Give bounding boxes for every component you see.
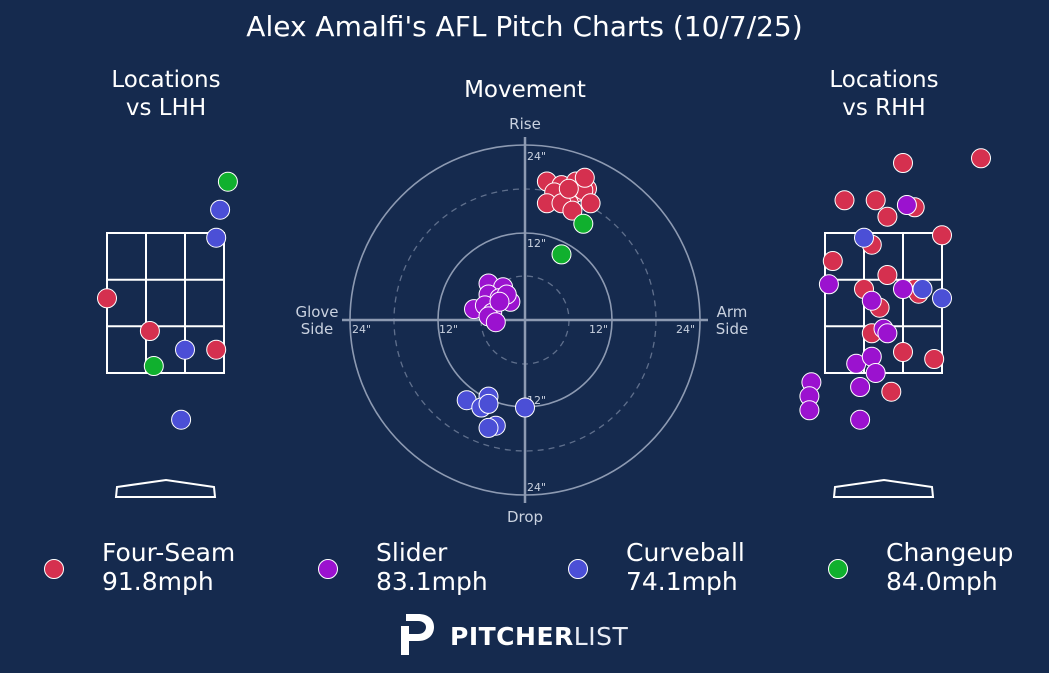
- rhh-slider-point: [877, 323, 898, 344]
- legend-speed-slider: 83.1mph: [376, 567, 488, 596]
- legend-dot-changeup: [828, 559, 848, 579]
- legend-dot-curveball: [568, 559, 588, 579]
- lhh-points: [97, 171, 238, 430]
- rhh-slider-point: [850, 409, 871, 430]
- movement-grid: [342, 137, 708, 503]
- pitch-points: [97, 148, 991, 438]
- ring-label-bottom-24: 24": [527, 481, 546, 494]
- movement-curveball-point: [478, 393, 499, 414]
- movement-curveball-point: [515, 397, 535, 418]
- logo-text: PITCHERLIST: [450, 622, 628, 651]
- rhh-four-seam-point: [865, 190, 886, 211]
- ring-label-top-12: 12": [527, 237, 546, 250]
- rhh-slider-point: [799, 400, 820, 421]
- rhh-slider-point: [861, 290, 882, 311]
- logo-text-light: LIST: [573, 622, 629, 651]
- chart-title: Alex Amalfi's AFL Pitch Charts (10/7/25): [246, 10, 803, 43]
- legend-label-four-seam: Four-Seam: [102, 538, 236, 567]
- rhh-curveball-point: [932, 288, 952, 309]
- movement-four-seam-point: [574, 167, 595, 188]
- rhh-slider-point: [896, 195, 917, 215]
- strike-zone-lhh: [106, 232, 225, 374]
- legend-dot-slider: [318, 559, 338, 579]
- home-plate-rhh: [832, 478, 935, 498]
- movement-changeup-point: [573, 213, 594, 234]
- logo-text-bold: PITCHER: [450, 622, 574, 651]
- movement-four-seam-point: [580, 193, 601, 214]
- legend-label-changeup: Changeup: [886, 538, 1014, 567]
- rhh-four-seam-point: [893, 153, 913, 173]
- legend-speed-changeup: 84.0mph: [886, 567, 998, 596]
- lhh-title-line1: Locations: [111, 67, 221, 93]
- lhh-four-seam-point: [206, 339, 227, 360]
- rhh-four-seam-point: [877, 265, 898, 285]
- ring-label-right-24: 24": [676, 323, 695, 336]
- rhh-four-seam-point: [822, 251, 843, 271]
- movement-four-seam-point: [558, 178, 579, 199]
- rhh-four-seam-point: [881, 381, 902, 402]
- rhh-slider-point: [893, 279, 913, 299]
- lhh-curveball-point: [171, 409, 192, 430]
- ring-label-left-24: 24": [352, 323, 371, 336]
- lhh-curveball-point: [175, 339, 195, 360]
- rhh-slider-point: [865, 363, 886, 383]
- lhh-title-line2: vs LHH: [125, 95, 207, 121]
- ring-label-right-12: 12": [589, 323, 608, 336]
- movement-four-seam-point: [562, 200, 583, 221]
- rhh-points: [799, 148, 991, 430]
- movement-panel-title: Movement: [464, 77, 586, 103]
- rhh-slider-point: [850, 377, 871, 397]
- movement-points: [456, 167, 601, 438]
- label-arm-side-2: Side: [716, 320, 748, 338]
- label-rise: Rise: [509, 115, 541, 133]
- rhh-curveball-point: [912, 279, 933, 299]
- lhh-changeup-point: [217, 171, 238, 192]
- rhh-four-seam-point: [932, 225, 952, 246]
- pitcherlist-logo: PITCHERLIST: [398, 612, 638, 658]
- rhh-curveball-point: [854, 227, 874, 248]
- rhh-four-seam-point: [893, 342, 913, 362]
- rhh-panel-title: Locations vs RHH: [784, 66, 984, 122]
- movement-slider-point: [485, 312, 506, 333]
- legend-label-slider: Slider: [376, 538, 448, 567]
- rhh-four-seam-point: [924, 349, 945, 369]
- lhh-changeup-point: [143, 356, 164, 376]
- lhh-curveball-point: [206, 227, 227, 248]
- label-glove-side-2: Side: [301, 320, 333, 338]
- rhh-title-line1: Locations: [829, 67, 939, 93]
- label-glove-side-1: Glove: [295, 303, 338, 321]
- lhh-panel-title: Locations vs LHH: [66, 66, 266, 122]
- rhh-slider-point: [818, 274, 839, 295]
- legend-speed-four-seam: 91.8mph: [102, 567, 214, 596]
- ring-label-top-24: 24": [527, 150, 546, 163]
- home-plate-lhh: [114, 478, 217, 498]
- movement-curveball-point: [478, 417, 499, 438]
- logo-p-icon: [401, 614, 434, 655]
- label-drop: Drop: [507, 508, 543, 526]
- lhh-curveball-point: [210, 199, 231, 220]
- label-arm-side-1: Arm: [717, 303, 748, 321]
- legend-dot-four-seam: [44, 559, 64, 579]
- ring-label-left-12: 12": [439, 323, 458, 336]
- rhh-four-seam-point: [971, 148, 991, 169]
- legend-label-curveball: Curveball: [626, 538, 745, 567]
- lhh-four-seam-point: [97, 288, 117, 309]
- rhh-slider-point: [861, 346, 882, 367]
- lhh-four-seam-point: [139, 321, 160, 341]
- rhh-four-seam-point: [877, 206, 898, 227]
- movement-changeup-point: [551, 244, 572, 265]
- rhh-title-line2: vs RHH: [842, 95, 926, 121]
- movement-slider-point: [489, 291, 510, 312]
- legend-speed-curveball: 74.1mph: [626, 567, 738, 596]
- rhh-four-seam-point: [834, 190, 855, 211]
